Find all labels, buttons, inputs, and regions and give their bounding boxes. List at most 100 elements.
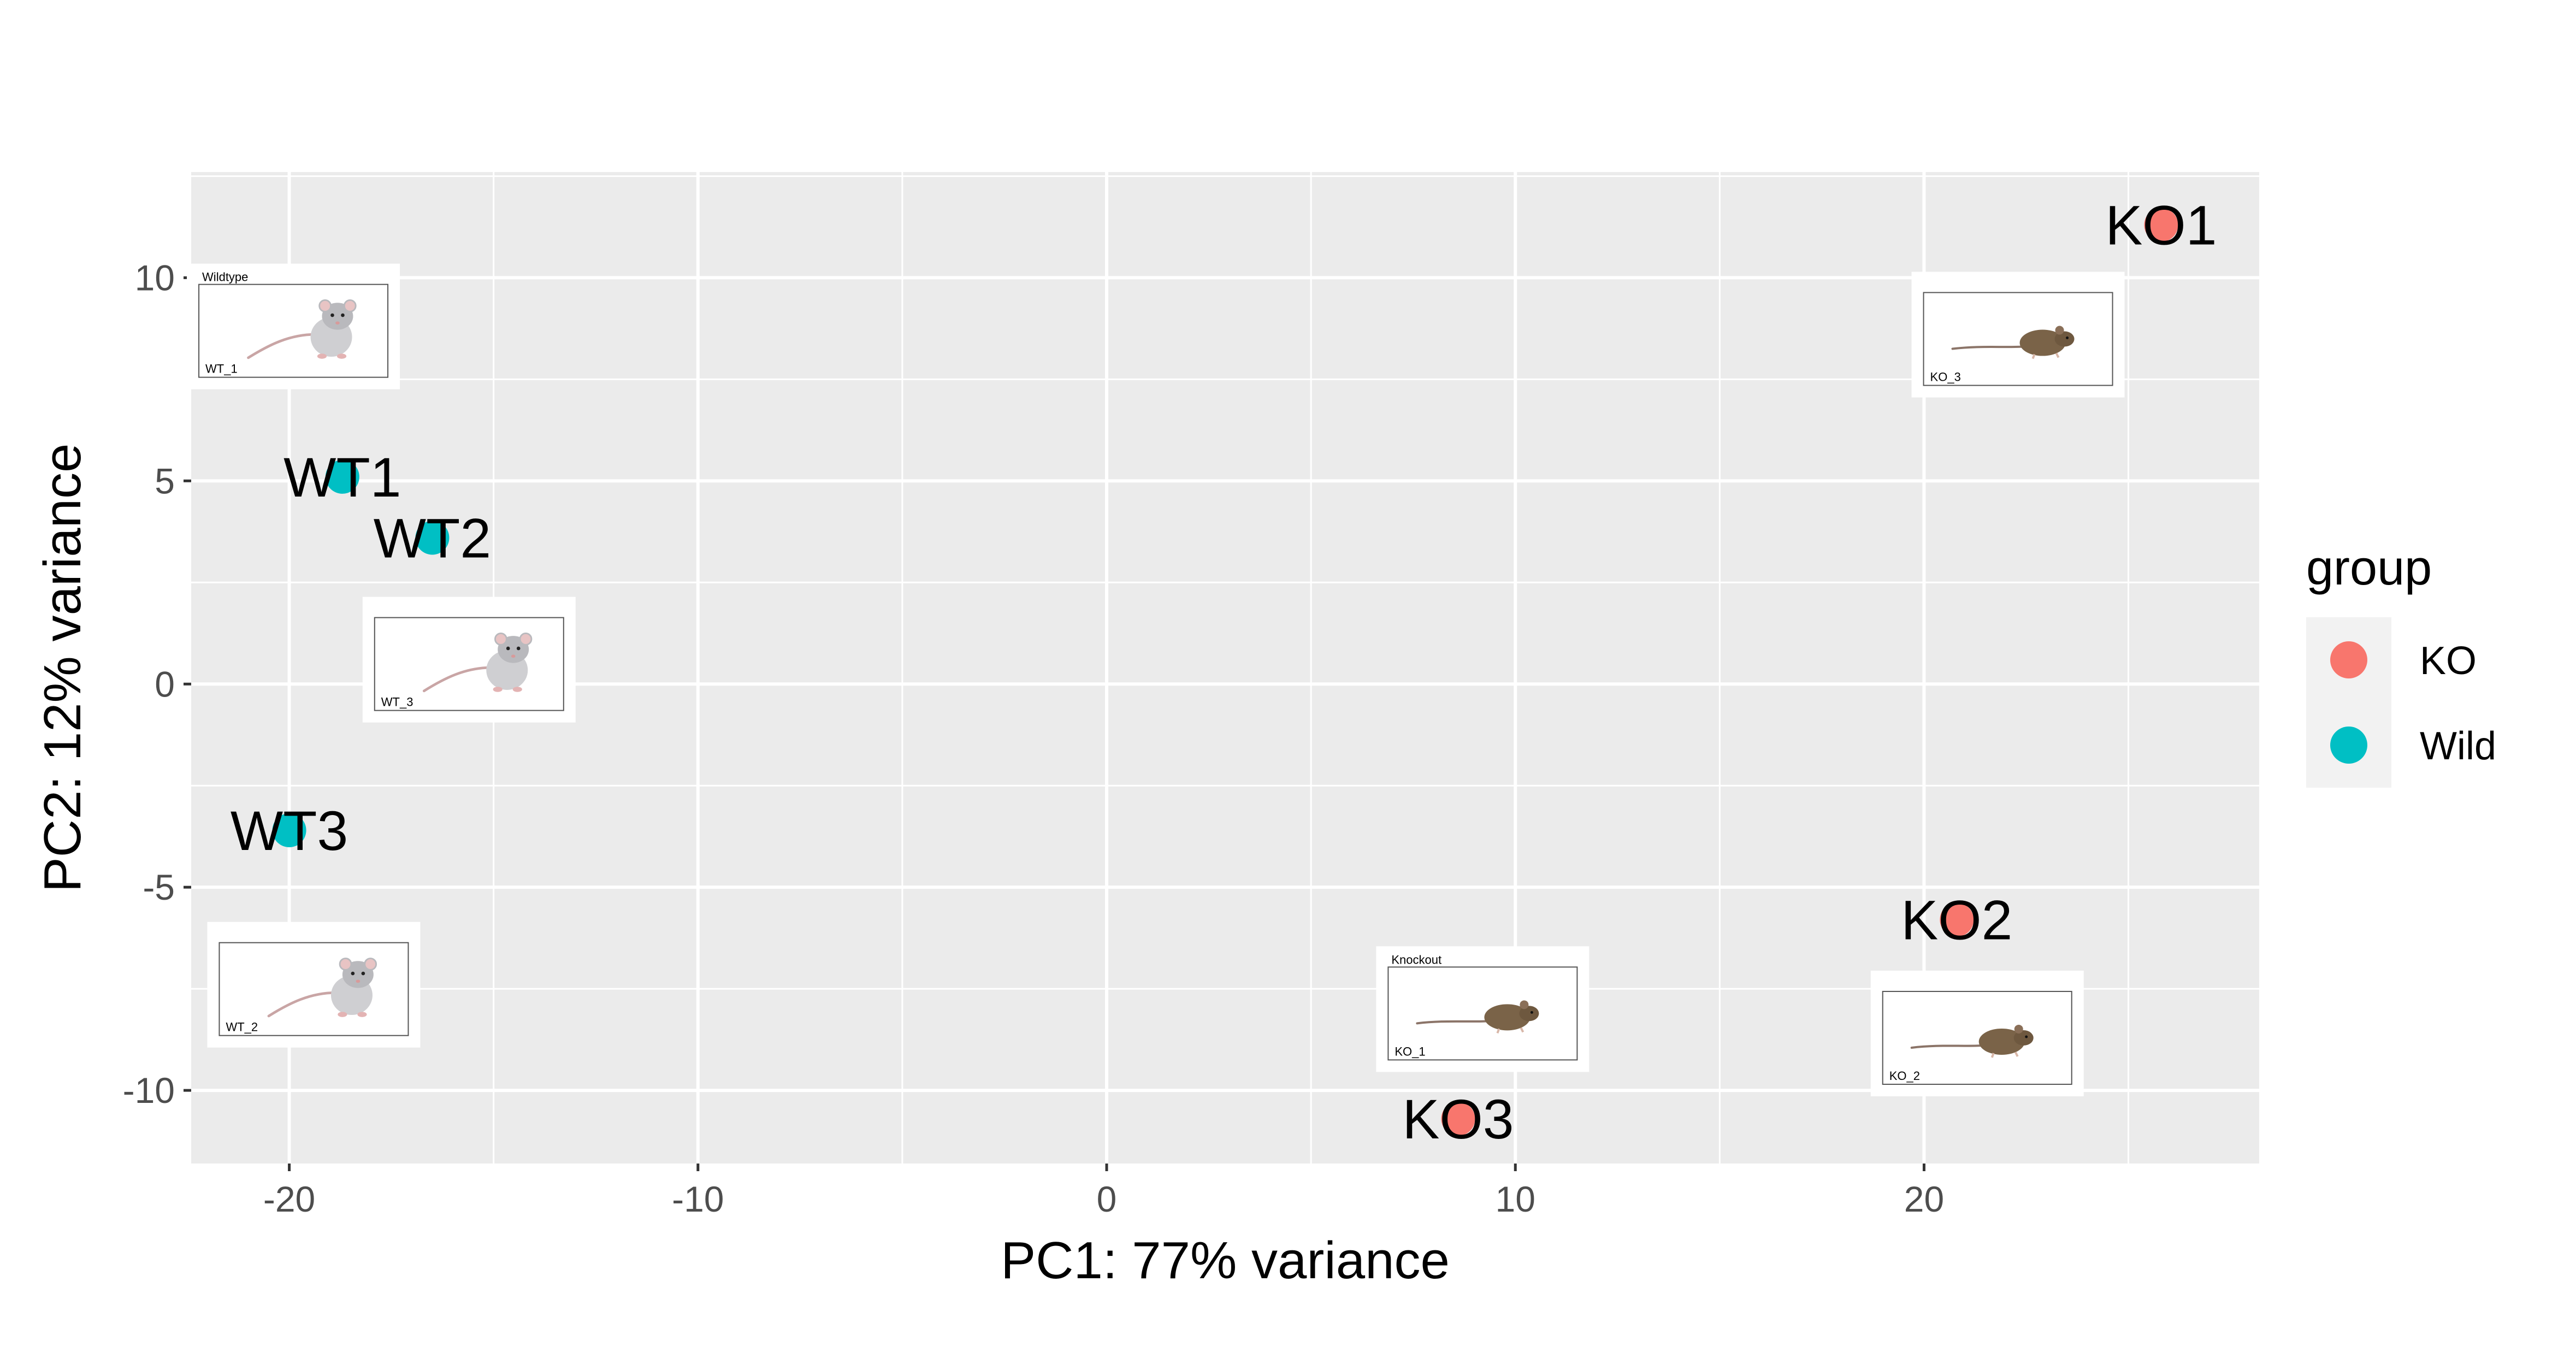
rat-eye-right — [361, 971, 365, 976]
rat-illustration — [247, 299, 357, 359]
mouse-ear — [1520, 1000, 1529, 1009]
mouse-head — [2013, 1030, 2034, 1046]
rat-tail — [247, 333, 317, 359]
inset-caption-bottom: WT_2 — [226, 1020, 258, 1034]
legend-entry-label: KO — [2420, 639, 2477, 683]
rat-ear-right — [519, 632, 533, 646]
x-axis-ticks: -20 -10 0 10 20 — [263, 1164, 1944, 1219]
inset-caption-bottom: KO_1 — [1395, 1044, 1425, 1058]
inset-caption-top: Knockout — [1391, 953, 1441, 966]
rat-tail — [267, 991, 338, 1018]
rat-eye-left — [506, 646, 510, 651]
image-inset-wt-2: WT_2 — [207, 922, 421, 1048]
rat-tail — [422, 666, 493, 693]
mouse-foot-front — [1520, 1027, 1525, 1033]
x-tick-label: -10 — [672, 1179, 724, 1219]
inset-caption-bottom: WT_1 — [205, 362, 238, 376]
mouse-body — [1484, 1004, 1531, 1031]
point-wt1 — [325, 459, 359, 494]
legend-key-swatch-wild — [2330, 727, 2367, 764]
mouse-foot-front — [2014, 1052, 2019, 1057]
mouse-head — [2054, 331, 2075, 347]
rat-ear-left — [339, 958, 352, 971]
point-wt2 — [415, 521, 450, 555]
y-tick-label: -5 — [143, 867, 175, 907]
inset-caption-bottom: KO_3 — [1930, 370, 1961, 384]
point-label-wt2: WT2 — [374, 507, 491, 569]
mouse-tail — [1951, 345, 2025, 350]
mouse-foot-back — [1496, 1028, 1500, 1034]
inset-frame — [374, 617, 564, 711]
y-tick-label: 5 — [155, 460, 175, 501]
point-ko2 — [1940, 902, 1974, 937]
rat-foot-right — [357, 1012, 367, 1017]
rat-foot-left — [338, 1012, 347, 1017]
inset-frame — [1387, 966, 1578, 1061]
inset-frame — [1923, 292, 2113, 386]
point-label-ko2: KO2 — [1901, 889, 2012, 952]
legend-key-swatch-ko — [2330, 641, 2367, 678]
x-axis-title: PC1: 77% variance — [1001, 1231, 1450, 1290]
image-inset-ko-3: KO_3 — [1911, 271, 2125, 398]
rat-nose — [356, 979, 361, 983]
mouse-ear — [2055, 326, 2064, 335]
point-label-wt3: WT3 — [231, 800, 348, 862]
inset-caption-bottom: KO_2 — [1889, 1069, 1920, 1083]
rat-ear-left — [494, 632, 507, 646]
point-label-ko3: KO3 — [1402, 1088, 1514, 1150]
mouse-illustration — [1951, 326, 2075, 359]
rat-illustration — [267, 958, 377, 1018]
rat-eye-left — [351, 971, 355, 976]
x-tick-label: 10 — [1496, 1179, 1535, 1219]
image-inset-ko-1: Knockout KO_1 — [1376, 946, 1590, 1072]
image-inset-wt-1: Wildtype WT_1 — [187, 263, 400, 389]
rat-foot-right — [512, 687, 522, 692]
rat-foot-right — [337, 353, 347, 359]
y-axis-title: PC2: 12% variance — [33, 444, 92, 893]
mouse-tail — [1416, 1020, 1490, 1025]
inset-caption-bottom: WT_3 — [381, 695, 413, 709]
inset-frame — [1882, 990, 2072, 1085]
point-label-wt1: WT1 — [283, 446, 401, 509]
legend: group KO Wild — [2306, 541, 2496, 788]
point-ko3 — [1441, 1102, 1475, 1136]
rat-ear-right — [343, 299, 357, 312]
rat-nose — [511, 654, 516, 658]
y-tick-label: -10 — [123, 1070, 175, 1111]
mouse-tail — [1910, 1044, 1984, 1049]
mouse-illustration — [1910, 1024, 2034, 1058]
inset-frame — [218, 942, 409, 1036]
rat-ear-left — [318, 299, 332, 312]
mouse-head — [1519, 1006, 1539, 1021]
mouse-eye — [2025, 1035, 2028, 1038]
rat-eye-right — [516, 646, 521, 651]
image-inset-ko-2: KO_2 — [1870, 970, 2084, 1096]
mouse-illustration — [1416, 1000, 1539, 1034]
legend-keys: KO Wild — [2306, 617, 2496, 788]
mouse-body — [1978, 1028, 2025, 1055]
legend-entry-label: Wild — [2420, 724, 2496, 768]
mouse-eye — [1530, 1011, 1533, 1014]
mouse-eye — [2066, 336, 2069, 340]
rat-eye-left — [330, 313, 334, 317]
point-wt3 — [272, 813, 306, 848]
mouse-foot-back — [2031, 353, 2036, 359]
point-ko1 — [2144, 208, 2178, 242]
y-tick-label: 0 — [155, 664, 175, 704]
rat-foot-left — [493, 687, 503, 692]
inset-caption-top: Wildtype — [202, 270, 248, 284]
mouse-foot-front — [2055, 352, 2060, 358]
legend-title: group — [2306, 541, 2432, 595]
x-tick-label: 20 — [1904, 1179, 1944, 1219]
x-tick-label: -20 — [263, 1179, 315, 1219]
y-tick-label: 10 — [135, 257, 175, 298]
inset-frame — [198, 284, 389, 378]
mouse-foot-back — [1990, 1053, 1995, 1058]
mouse-body — [2019, 329, 2066, 356]
rat-foot-left — [317, 353, 327, 359]
rat-nose — [335, 321, 340, 325]
rat-illustration — [422, 632, 533, 693]
point-label-ko1: KO1 — [2105, 194, 2217, 257]
